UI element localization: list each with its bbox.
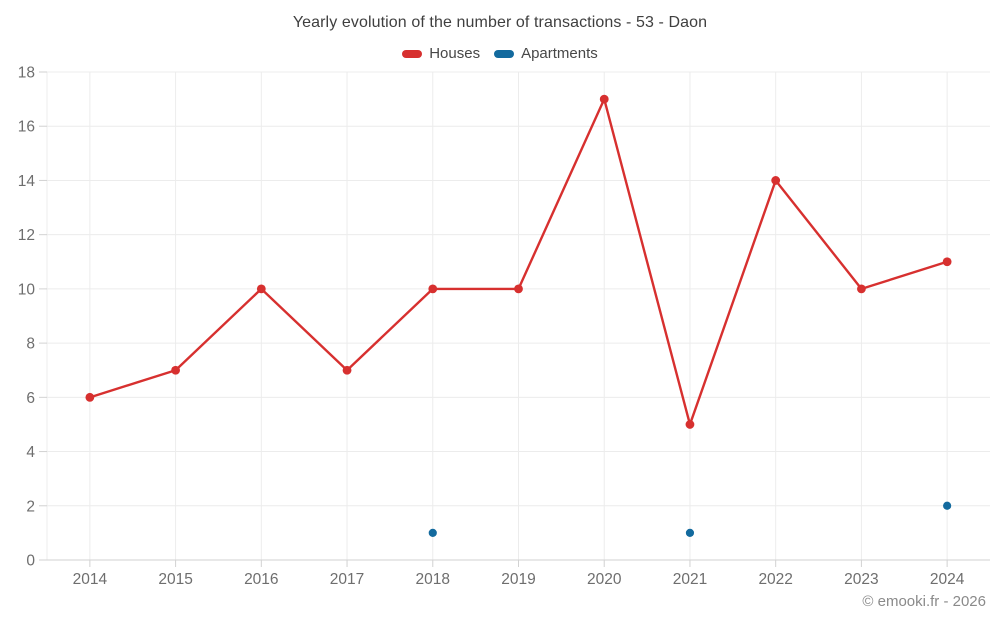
x-axis-label-2017: 2017 bbox=[330, 571, 364, 588]
data-point-houses-2018 bbox=[428, 284, 438, 294]
x-axis-label-2014: 2014 bbox=[73, 571, 108, 588]
y-axis-label-14: 14 bbox=[18, 173, 36, 190]
y-axis-label-18: 18 bbox=[18, 65, 35, 82]
x-axis-label-2018: 2018 bbox=[416, 571, 450, 588]
data-point-houses-2023 bbox=[857, 284, 866, 294]
data-point-houses-2016 bbox=[256, 284, 266, 294]
x-axis-label-2019: 2019 bbox=[501, 571, 535, 588]
data-point-houses-2017 bbox=[342, 365, 352, 375]
data-point-houses-2021 bbox=[685, 420, 695, 429]
x-axis-label-2016: 2016 bbox=[244, 571, 278, 588]
x-axis-label-2021: 2021 bbox=[673, 571, 707, 588]
data-point-apartments-2018 bbox=[428, 528, 437, 537]
x-axis-label-2015: 2015 bbox=[158, 571, 192, 588]
y-axis-label-16: 16 bbox=[18, 119, 35, 136]
legend-item-apartments[interactable]: Apartments bbox=[494, 45, 598, 62]
data-point-houses-2022 bbox=[771, 176, 781, 185]
data-point-houses-2020 bbox=[599, 94, 609, 104]
x-axis-label-2023: 2023 bbox=[844, 571, 878, 588]
y-axis-label-10: 10 bbox=[18, 281, 36, 298]
legend-item-houses[interactable]: Houses bbox=[402, 45, 480, 62]
legend-label-apartments: Apartments bbox=[521, 45, 598, 62]
data-point-houses-2024 bbox=[942, 257, 952, 267]
y-axis-label-12: 12 bbox=[18, 227, 35, 244]
data-point-houses-2014 bbox=[85, 392, 95, 402]
data-point-houses-2019 bbox=[514, 284, 523, 294]
footer-credit: © emooki.fr - 2026 bbox=[862, 593, 986, 610]
y-axis-label-8: 8 bbox=[26, 336, 35, 353]
legend-label-houses: Houses bbox=[429, 45, 481, 62]
apartments-series-swatch-icon bbox=[494, 49, 515, 58]
x-axis-label-2020: 2020 bbox=[587, 571, 622, 588]
x-axis-label-2024: 2024 bbox=[930, 571, 965, 588]
y-axis-label-2: 2 bbox=[26, 498, 35, 515]
chart-title: Yearly evolution of the number of transa… bbox=[292, 14, 708, 31]
y-axis-label-4: 4 bbox=[26, 444, 35, 461]
data-point-apartments-2021 bbox=[685, 528, 695, 537]
x-axis-label-2022: 2022 bbox=[758, 571, 792, 588]
chart-legend: Houses Apartments bbox=[0, 45, 1000, 62]
data-point-apartments-2024 bbox=[943, 501, 952, 510]
y-axis-label-0: 0 bbox=[26, 553, 35, 570]
houses-series-swatch-icon bbox=[402, 49, 423, 58]
data-point-houses-2015 bbox=[171, 365, 180, 375]
y-axis-label-6: 6 bbox=[26, 390, 35, 407]
